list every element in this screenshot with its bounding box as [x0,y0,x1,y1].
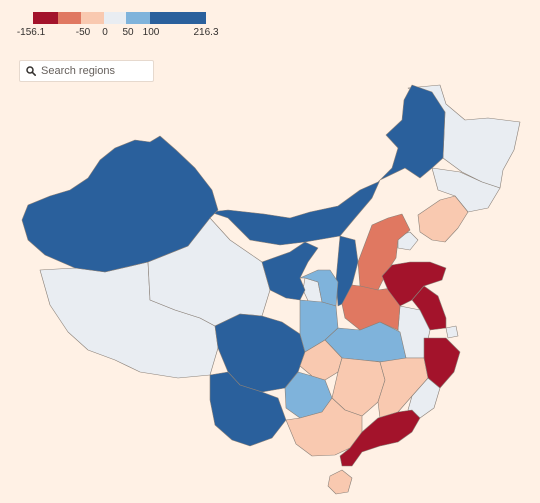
region-hunan-west[interactable] [299,339,343,381]
legend-tick-100: 100 [142,27,160,38]
legend-tick-neg50: -50 [75,27,91,38]
legend-swatch-1 [33,12,58,24]
legend-swatch-3 [81,12,104,24]
region-shanxi[interactable] [357,213,411,291]
region-inner-mongolia[interactable] [209,84,446,246]
legend-swatch-6 [150,12,206,24]
region-liaoning[interactable] [417,195,469,243]
region-heilongjiang[interactable] [407,84,521,189]
search-box[interactable] [19,60,154,82]
legend-tick-min: -156.1 [16,27,46,38]
region-jilin[interactable] [431,167,501,213]
region-xinjiang[interactable] [21,135,219,273]
legend-tick-50: 50 [122,27,134,38]
region-zhejiang[interactable] [423,337,461,389]
legend-swatch-5 [126,12,150,24]
region-guangxi[interactable] [285,397,363,457]
region-beijing-tianjin[interactable] [397,231,419,251]
region-yunnan[interactable] [209,371,287,447]
region-shanghai[interactable] [445,325,459,339]
color-legend: -156.1 -50 0 50 100 216.3 [17,12,219,42]
search-icon [26,66,36,76]
legend-color-scale [33,12,206,24]
region-jiangxi[interactable] [377,357,429,419]
legend-swatch-2 [58,12,81,24]
region-hainan[interactable] [327,469,353,495]
legend-tick-max: 216.3 [193,27,219,38]
region-henan[interactable] [341,284,403,331]
legend-tick-zero: 0 [102,27,108,38]
legend-swatch-4 [104,12,126,24]
region-jiangsu[interactable] [411,285,447,331]
region-guangdong[interactable] [339,409,421,467]
search-input[interactable] [41,65,149,77]
